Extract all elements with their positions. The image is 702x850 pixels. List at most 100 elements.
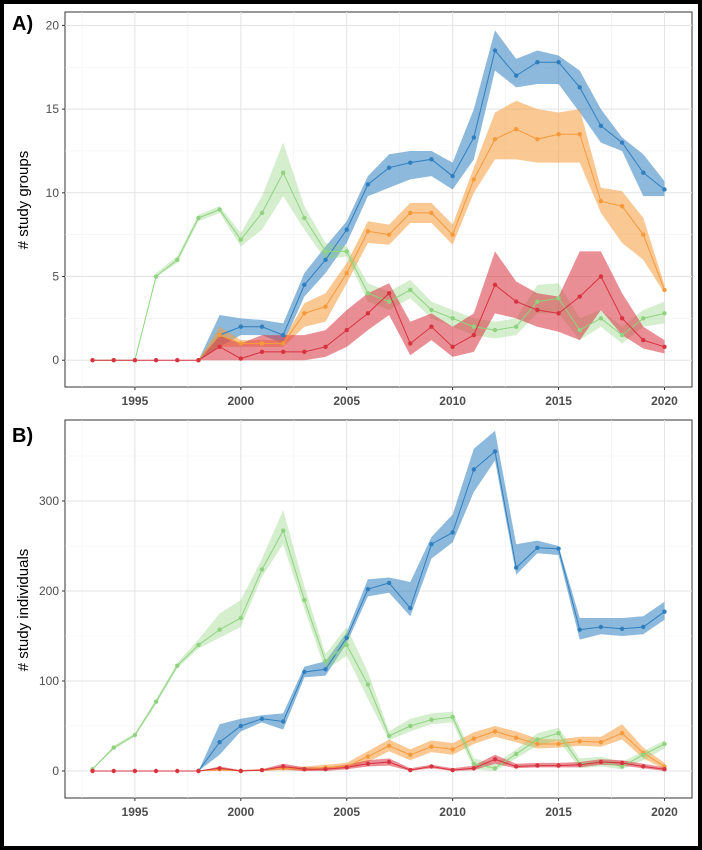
point-blue xyxy=(429,542,434,547)
point-blue xyxy=(471,467,477,472)
point-orange xyxy=(450,232,455,237)
point-blue xyxy=(513,73,519,78)
point-green xyxy=(344,642,349,648)
point-green xyxy=(471,761,477,766)
point-blue xyxy=(598,123,604,129)
point-green xyxy=(535,299,540,304)
panel-a-y-ticks: 0 5 10 15 20 xyxy=(46,18,65,367)
point-blue xyxy=(344,227,349,232)
point-red xyxy=(259,349,265,355)
point-red xyxy=(153,768,159,774)
point-red xyxy=(577,294,582,299)
point-red xyxy=(408,767,413,773)
point-green xyxy=(365,682,371,687)
point-red xyxy=(175,358,180,363)
point-orange xyxy=(408,752,413,757)
point-green xyxy=(662,311,667,316)
point-green xyxy=(323,659,328,664)
point-blue xyxy=(344,635,349,640)
point-orange xyxy=(471,736,477,741)
point-blue xyxy=(238,723,244,729)
point-red xyxy=(280,349,286,355)
point-red xyxy=(408,341,413,346)
panel-a-xtick: 2010 xyxy=(439,394,466,408)
band-green xyxy=(92,510,665,771)
point-green xyxy=(598,316,604,321)
panel-a-bands xyxy=(92,30,665,361)
panel-b-xtick: 2010 xyxy=(439,805,466,819)
point-green xyxy=(492,766,498,771)
point-red xyxy=(471,766,477,771)
point-red xyxy=(175,768,180,774)
panel-b-xtick: 1995 xyxy=(122,805,149,819)
panel-a-ytick: 10 xyxy=(46,186,60,200)
point-blue xyxy=(535,545,540,550)
point-blue xyxy=(492,48,498,53)
point-green xyxy=(513,324,519,329)
point-green xyxy=(132,732,138,738)
point-blue xyxy=(302,669,307,675)
point-red xyxy=(429,324,434,329)
panel-a-points xyxy=(90,48,667,363)
point-orange xyxy=(386,743,392,748)
point-red xyxy=(535,307,540,313)
point-blue xyxy=(577,627,582,632)
point-red xyxy=(598,759,604,765)
point-green xyxy=(259,210,265,216)
panel-b-label: B) xyxy=(12,425,33,447)
point-orange xyxy=(429,744,434,749)
point-orange xyxy=(619,203,625,209)
panel-a-label: A) xyxy=(12,13,33,35)
panel-b-xtick: 2000 xyxy=(227,805,254,819)
point-orange xyxy=(577,739,582,744)
point-red xyxy=(492,282,498,288)
point-red xyxy=(662,767,667,772)
point-blue xyxy=(619,626,625,631)
point-blue xyxy=(217,740,222,745)
point-blue xyxy=(429,157,434,162)
point-red xyxy=(492,757,498,762)
point-red xyxy=(450,767,455,773)
point-blue xyxy=(259,716,265,721)
panel-a-ytick: 5 xyxy=(52,270,59,284)
point-green xyxy=(344,249,349,254)
point-blue xyxy=(450,173,455,179)
point-green xyxy=(429,307,434,313)
panel-b-xtick: 2020 xyxy=(651,805,678,819)
point-red xyxy=(535,763,540,768)
point-blue xyxy=(535,60,540,65)
panel-b-xtick: 2015 xyxy=(545,805,572,819)
point-red xyxy=(259,767,265,773)
point-green xyxy=(450,714,455,720)
point-orange xyxy=(535,137,540,142)
point-red xyxy=(619,316,625,321)
panel-b-xtick: 2005 xyxy=(333,805,360,819)
point-orange xyxy=(344,270,349,276)
point-red xyxy=(111,768,116,774)
point-blue xyxy=(323,667,328,672)
point-red xyxy=(556,311,561,316)
point-blue xyxy=(556,546,561,551)
point-green xyxy=(175,257,180,262)
point-orange xyxy=(556,132,561,137)
point-red xyxy=(344,327,349,333)
point-blue xyxy=(450,530,455,535)
point-blue xyxy=(259,324,265,329)
point-blue xyxy=(641,170,646,175)
point-orange xyxy=(386,232,392,237)
point-orange xyxy=(471,177,477,182)
point-blue xyxy=(619,140,625,145)
panel-b-points xyxy=(90,449,667,774)
point-green xyxy=(238,237,244,242)
point-orange xyxy=(365,229,371,234)
point-red xyxy=(662,344,667,350)
point-red xyxy=(132,768,138,774)
point-orange xyxy=(641,232,646,237)
point-green xyxy=(238,615,244,621)
point-orange xyxy=(408,210,413,216)
point-orange xyxy=(238,341,244,346)
point-blue xyxy=(556,60,561,65)
point-orange xyxy=(323,304,328,309)
point-green xyxy=(196,215,201,221)
